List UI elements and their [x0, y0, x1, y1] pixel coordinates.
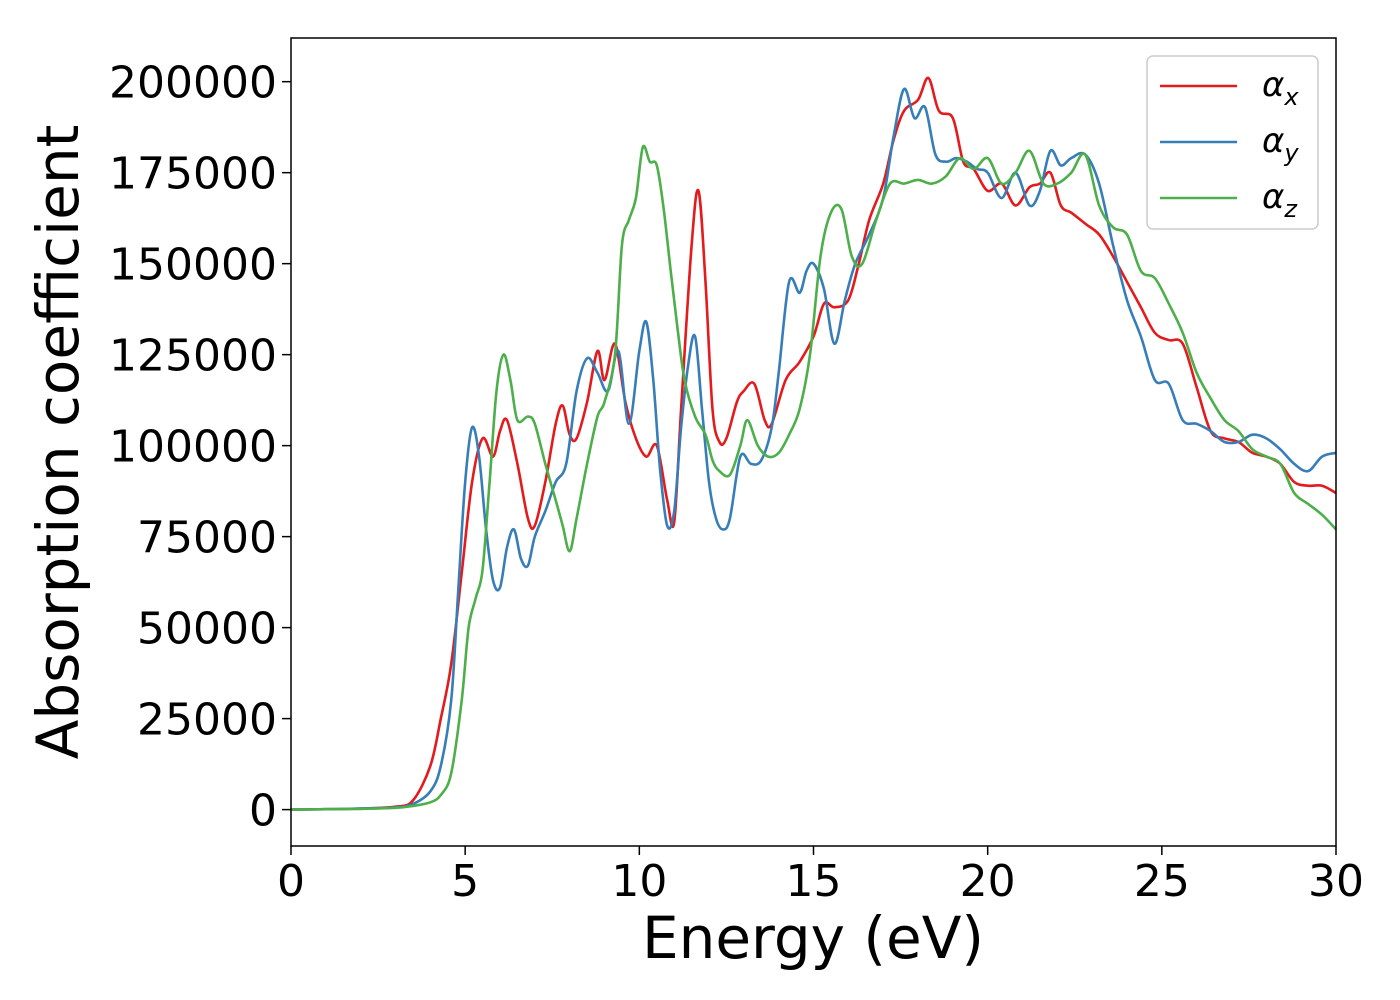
y-tick-label: 50000 [137, 604, 277, 655]
series-layer [290, 76, 1337, 811]
x-axis: 0 5 10 15 20 25 30 [277, 846, 1364, 907]
x-tick-label: 25 [1134, 856, 1190, 907]
y-axis: 0 25000 50000 75000 100000 125000 150000 175000… [109, 58, 291, 837]
y-tick-label: 200000 [109, 58, 277, 109]
y-tick-label: 175000 [109, 149, 277, 200]
x-tick-label: 0 [277, 856, 305, 907]
x-tick-label: 10 [611, 856, 667, 907]
y-axis-title: Absorption coefficient [24, 125, 92, 760]
legend-label-y: αy [1262, 121, 1299, 167]
y-tick-label: 75000 [137, 513, 277, 564]
y-tick-label: 125000 [109, 331, 277, 382]
series-line-x [290, 76, 1337, 811]
x-tick-label: 15 [786, 856, 842, 907]
y-tick-label: 25000 [137, 695, 277, 746]
y-tick-label: 0 [249, 786, 277, 837]
y-tick-label: 100000 [109, 422, 277, 473]
series-line-y [290, 87, 1337, 811]
x-tick-label: 5 [451, 856, 479, 907]
x-tick-label: 30 [1308, 856, 1364, 907]
y-tick-label: 150000 [109, 240, 277, 291]
series-line-z [290, 144, 1337, 811]
x-axis-title: Energy (eV) [642, 904, 984, 972]
x-tick-label: 20 [960, 856, 1016, 907]
